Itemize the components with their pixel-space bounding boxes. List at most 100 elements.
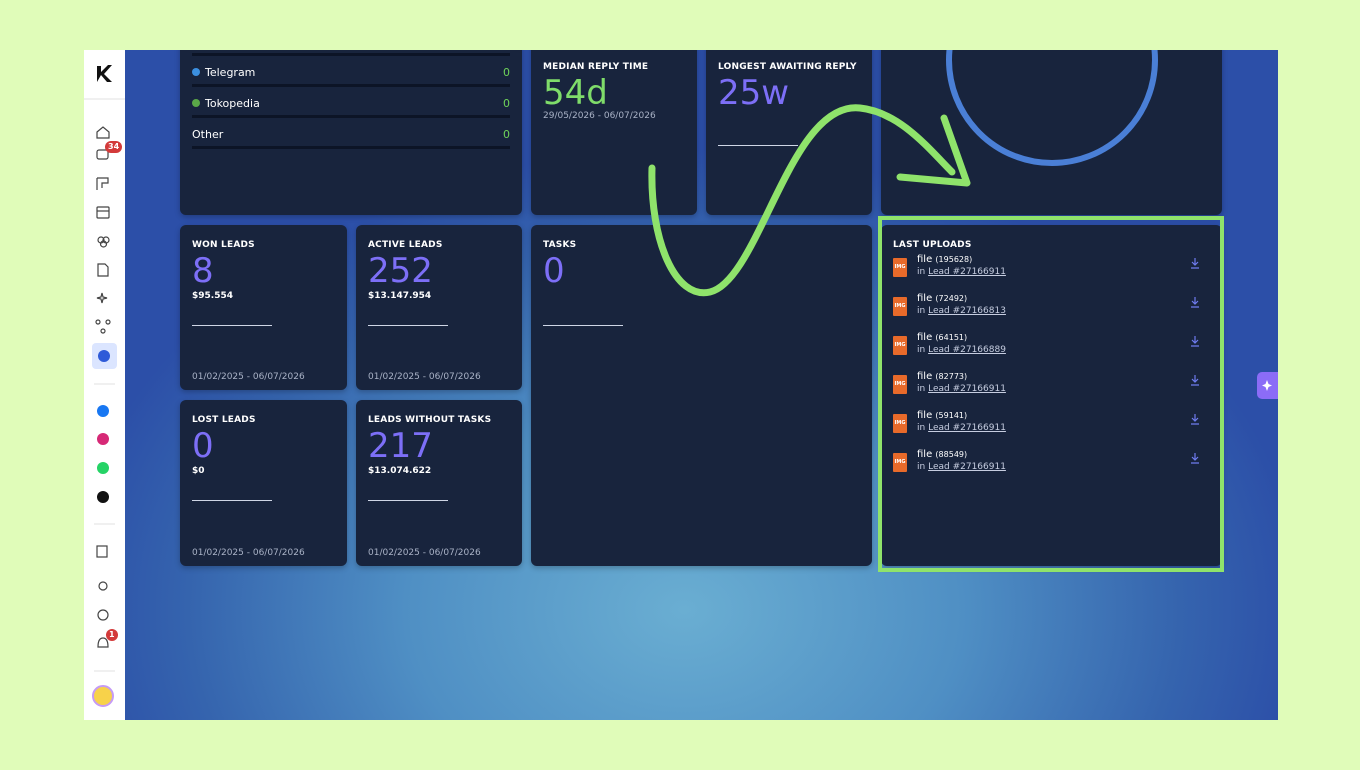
card-range: 01/02/2025 - 06/07/2026 (368, 548, 481, 558)
card-rule (368, 500, 448, 501)
file-title: file (917, 371, 933, 382)
lead-prefix: in (917, 384, 926, 394)
source-row: Telegram 0 (192, 65, 510, 96)
file-icon: IMG (893, 453, 907, 472)
longest-awaiting-card: LONGEST AWAITING REPLY 25w (706, 50, 872, 215)
source-label: Tokopedia (205, 97, 260, 110)
card-value: 54d (543, 73, 608, 113)
source-icon (192, 99, 200, 107)
file-title: file (917, 332, 933, 343)
sidebar-icons (84, 65, 125, 707)
source-count: 0 (503, 128, 510, 141)
source-row: Live chat3 (192, 50, 510, 65)
download-icon (1191, 414, 1199, 425)
source-row: Tokopedia 0 (192, 96, 510, 127)
card-value: 252 (368, 251, 433, 291)
source-name: Telegram (192, 65, 255, 81)
card-rule (192, 325, 272, 326)
file-name: file (88549) (917, 448, 967, 461)
file-icon: IMG (893, 297, 907, 316)
lead-prefix: in (917, 423, 926, 433)
file-lead: in Lead #27166889 (917, 344, 1006, 357)
card-rule (543, 325, 623, 326)
file-lead: in Lead #27166911 (917, 383, 1006, 396)
source-label: Other (192, 128, 224, 141)
download-button[interactable] (1190, 410, 1200, 429)
lead-link[interactable]: Lead #27166911 (928, 267, 1006, 277)
file-icon: IMG (893, 336, 907, 355)
file-title: file (917, 449, 933, 460)
card-range: 01/02/2025 - 06/07/2026 (192, 372, 305, 382)
upload-item: IMG file (82773) in Lead #27166911 (893, 371, 1210, 411)
source-name: Other (192, 127, 223, 143)
download-button[interactable] (1190, 293, 1200, 312)
upload-item: IMG file (64151) in Lead #27166889 (893, 332, 1210, 372)
download-icon (1191, 297, 1199, 308)
card-amount: $95.554 (192, 291, 233, 301)
card-value: 0 (543, 251, 565, 291)
file-size: (88549) (935, 450, 968, 459)
donut-arc (946, 50, 1158, 166)
lead-link[interactable]: Lead #27166911 (928, 462, 1006, 472)
highlight-box (878, 216, 1224, 572)
lost-leads-card: LOST LEADS 0 $0 01/02/2025 - 06/07/2026 (180, 400, 347, 566)
lead-link[interactable]: Lead #27166911 (928, 423, 1006, 433)
ai-button[interactable] (1257, 372, 1278, 399)
ai-icon (1262, 380, 1272, 391)
card-title: LEADS WITHOUT TASKS (368, 415, 492, 425)
lead-prefix: in (917, 306, 926, 316)
file-title: file (917, 293, 933, 304)
upload-item: IMG file (72492) in Lead #27166813 (893, 293, 1210, 333)
lead-link[interactable]: Lead #27166813 (928, 306, 1006, 316)
source-icon (192, 68, 200, 76)
upload-item: IMG file (88549) in Lead #27166911 (893, 449, 1210, 489)
lead-link[interactable]: Lead #27166889 (928, 345, 1006, 355)
file-lead: in Lead #27166911 (917, 461, 1006, 474)
tasks-card: TASKS 0 (531, 225, 872, 566)
file-size: (72492) (935, 294, 968, 303)
card-title: TASKS (543, 240, 577, 250)
lead-prefix: in (917, 345, 926, 355)
card-title: WON LEADS (192, 240, 255, 250)
file-lead: in Lead #27166911 (917, 422, 1006, 435)
card-rule (718, 145, 798, 146)
download-icon (1191, 258, 1199, 269)
card-range: 01/02/2025 - 06/07/2026 (192, 548, 305, 558)
card-title: LOST LEADS (192, 415, 256, 425)
source-name: Tokopedia (192, 96, 260, 112)
active-leads-card: ACTIVE LEADS 252 $13.147.954 01/02/2025 - 0… (356, 225, 522, 390)
download-button[interactable] (1190, 254, 1200, 273)
chat-badge: 34 (105, 141, 123, 153)
upload-item: IMG file (59141) in Lead #27166911 (893, 410, 1210, 450)
card-amount: $13.147.954 (368, 291, 432, 301)
source-divider (192, 115, 510, 118)
card-value: 0 (192, 426, 214, 466)
card-value: 217 (368, 426, 433, 466)
card-amount: $13.074.622 (368, 466, 432, 476)
card-rule (368, 325, 448, 326)
file-icon: IMG (893, 375, 907, 394)
source-label: Telegram (205, 66, 256, 79)
file-size: (59141) (935, 411, 968, 420)
download-button[interactable] (1190, 449, 1200, 468)
source-divider (192, 146, 510, 149)
source-count: 0 (503, 66, 510, 79)
file-icon: IMG (893, 414, 907, 433)
file-name: file (82773) (917, 370, 967, 383)
median-reply-card: MEDIAN REPLY TIME 54d 29/05/2026 - 06/07… (531, 50, 697, 215)
card-title: MEDIAN REPLY TIME (543, 62, 649, 72)
download-button[interactable] (1190, 371, 1200, 390)
card-value: 8 (192, 251, 214, 291)
download-button[interactable] (1190, 332, 1200, 351)
card-amount: $0 (192, 466, 205, 476)
file-name: file (64151) (917, 331, 967, 344)
card-title: LONGEST AWAITING REPLY (718, 62, 857, 72)
leads-without-tasks-card: LEADS WITHOUT TASKS 217 $13.074.622 01/02/2… (356, 400, 522, 566)
lead-link[interactable]: Lead #27166911 (928, 384, 1006, 394)
app-screen: 34 1 Live chat3Telegram 0 Tokopedia 0 Other 0… (84, 50, 1278, 720)
sources-card: Live chat3Telegram 0 Tokopedia 0 Other 0 (180, 50, 522, 215)
notification-badge: 1 (106, 629, 118, 641)
download-icon (1191, 375, 1199, 386)
